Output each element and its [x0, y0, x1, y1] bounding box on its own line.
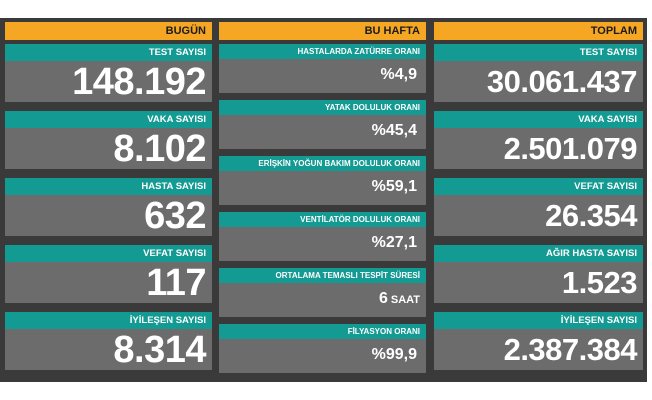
week-icu-value: %59,1	[371, 178, 417, 195]
today-patient-value: 632	[144, 195, 206, 237]
today-death-label: VEFAT SAYISI	[5, 245, 212, 262]
today-test-card: TEST SAYISI 148.192	[5, 44, 212, 103]
week-ventilator-label: VENTİLATÖR DOLULUK ORANI	[219, 212, 426, 227]
week-pneumonia-label: HASTALARDA ZATÜRRE ORANI	[219, 44, 426, 59]
week-contact-time-card: ORTALAMA TEMASLI TESPİT SÜRESİ 6 SAAT	[219, 268, 426, 317]
total-test-label: TEST SAYISI	[434, 44, 643, 61]
week-contact-time-value: 6 SAAT	[378, 290, 420, 307]
week-bed-label: YATAK DOLULUK ORANI	[219, 100, 426, 115]
week-ventilator-value: %27,1	[371, 234, 417, 251]
total-case-value: 2.501.079	[503, 131, 638, 166]
total-recovered-label: İYİLEŞEN SAYISI	[434, 312, 643, 329]
today-case-value: 8.102	[113, 128, 206, 170]
today-case-label: VAKA SAYISI	[5, 111, 212, 128]
today-patient-card: HASTA SAYISI 632	[5, 178, 212, 237]
total-test-card: TEST SAYISI 30.061.437	[434, 44, 643, 102]
today-recovered-card: İYİLEŞEN SAYISI 8.314	[5, 312, 212, 371]
week-pneumonia-value: %4,9	[380, 66, 417, 83]
today-test-value: 148.192	[72, 61, 206, 103]
total-header: TOPLAM	[434, 22, 643, 40]
total-critical-value: 1.523	[561, 265, 638, 300]
week-contact-time-label: ORTALAMA TEMASLI TESPİT SÜRESİ	[219, 268, 426, 283]
today-death-card: VEFAT SAYISI 117	[5, 245, 212, 304]
today-header: BUGÜN	[5, 22, 212, 40]
total-critical-card: AĞIR HASTA SAYISI 1.523	[434, 245, 643, 303]
total-death-label: VEFAT SAYISI	[434, 178, 643, 195]
week-filiation-value: %99,9	[371, 346, 417, 363]
total-recovered-value: 2.387.384	[503, 332, 638, 367]
today-test-label: TEST SAYISI	[5, 44, 212, 61]
total-critical-label: AĞIR HASTA SAYISI	[434, 245, 643, 262]
today-death-value: 117	[146, 262, 206, 304]
today-recovered-value: 8.314	[113, 329, 206, 371]
total-case-label: VAKA SAYISI	[434, 111, 643, 128]
week-ventilator-card: VENTİLATÖR DOLULUK ORANI %27,1	[219, 212, 426, 261]
total-death-card: VEFAT SAYISI 26.354	[434, 178, 643, 236]
today-case-card: VAKA SAYISI 8.102	[5, 111, 212, 170]
week-bed-value: %45,4	[371, 122, 417, 139]
total-case-card: VAKA SAYISI 2.501.079	[434, 111, 643, 169]
week-pneumonia-card: HASTALARDA ZATÜRRE ORANI %4,9	[219, 44, 426, 93]
today-patient-label: HASTA SAYISI	[5, 178, 212, 195]
week-icu-label: ERİŞKİN YOĞUN BAKIM DOLULUK ORANI	[219, 156, 426, 171]
week-bed-card: YATAK DOLULUK ORANI %45,4	[219, 100, 426, 149]
week-header: BU HAFTA	[219, 22, 426, 40]
total-recovered-card: İYİLEŞEN SAYISI 2.387.384	[434, 312, 643, 370]
week-filiation-label: FİLYASYON ORANI	[219, 324, 426, 339]
today-recovered-label: İYİLEŞEN SAYISI	[5, 312, 212, 329]
week-icu-card: ERİŞKİN YOĞUN BAKIM DOLULUK ORANI %59,1	[219, 156, 426, 205]
week-filiation-card: FİLYASYON ORANI %99,9	[219, 324, 426, 373]
total-test-value: 30.061.437	[486, 64, 638, 99]
statistics-board: BUGÜN TEST SAYISI 148.192 VAKA SAYISI 8.…	[0, 18, 647, 382]
total-death-value: 26.354	[545, 198, 637, 233]
